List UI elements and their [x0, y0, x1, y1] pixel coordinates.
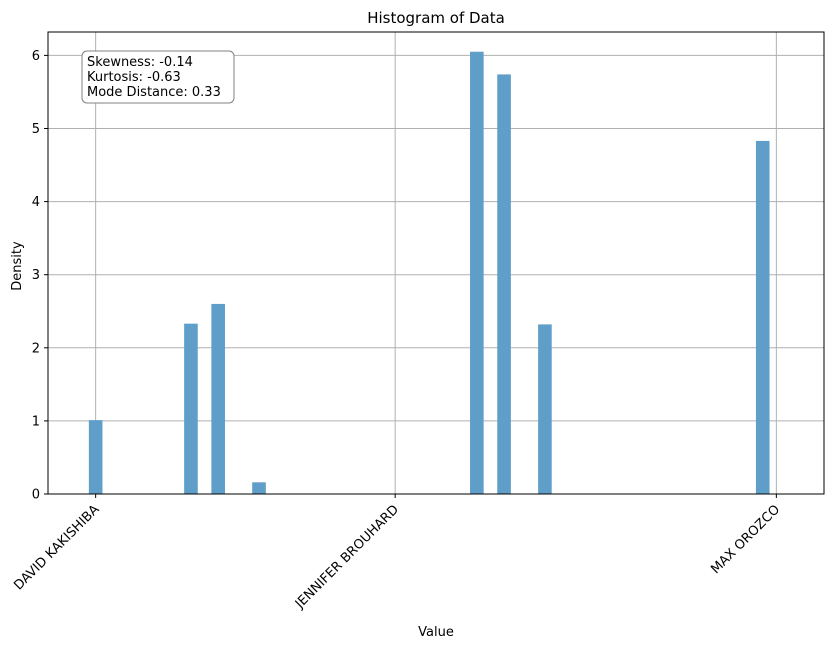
- bars: [88, 51, 770, 495]
- stats-kurtosis: Kurtosis: -0.63: [87, 70, 181, 85]
- histogram-bar-1: [184, 323, 198, 494]
- histogram-bar-0: [88, 420, 103, 494]
- chart-title: Histogram of Data: [367, 9, 505, 27]
- y-tick-label-0: 0: [32, 488, 40, 503]
- histogram-bar-5: [497, 74, 511, 494]
- x-tick-label-1: JENNIFER BROUHARD: [292, 502, 402, 612]
- stats-mode-distance: Mode Distance: 0.33: [87, 85, 221, 100]
- stats-box-frame: [81, 50, 235, 104]
- plot-frame: [47, 31, 825, 495]
- histogram-bar-4: [470, 51, 484, 495]
- histogram-bar-3: [252, 482, 266, 494]
- y-tick-label-6: 6: [32, 49, 40, 64]
- y-axis-title: Density: [10, 241, 25, 291]
- histogram-bar-7: [755, 140, 770, 494]
- stats-skewness: Skewness: -0.14: [87, 55, 193, 70]
- y-tick-label-5: 5: [32, 122, 40, 137]
- histogram-bar-2: [211, 303, 225, 494]
- x-tick-label-0: DAVID KAKISHIBA: [11, 502, 102, 593]
- y-tick-label-1: 1: [32, 414, 40, 429]
- x-tick-label-2: MAX OROZCO: [708, 502, 783, 577]
- y-tick-label-4: 4: [32, 195, 40, 210]
- stats-annotation: Skewness: -0.14 Kurtosis: -0.63 Mode Dis…: [81, 50, 235, 104]
- y-tick-label-2: 2: [32, 341, 40, 356]
- axis-ticks: 0 1 2 3 4 5 6 DAVID KAKISHIBA JENNIFER BROUHARD M…: [11, 49, 783, 612]
- y-tick-label-3: 3: [32, 268, 40, 283]
- x-axis-title: Value: [418, 625, 454, 640]
- histogram-bar-6: [538, 324, 552, 494]
